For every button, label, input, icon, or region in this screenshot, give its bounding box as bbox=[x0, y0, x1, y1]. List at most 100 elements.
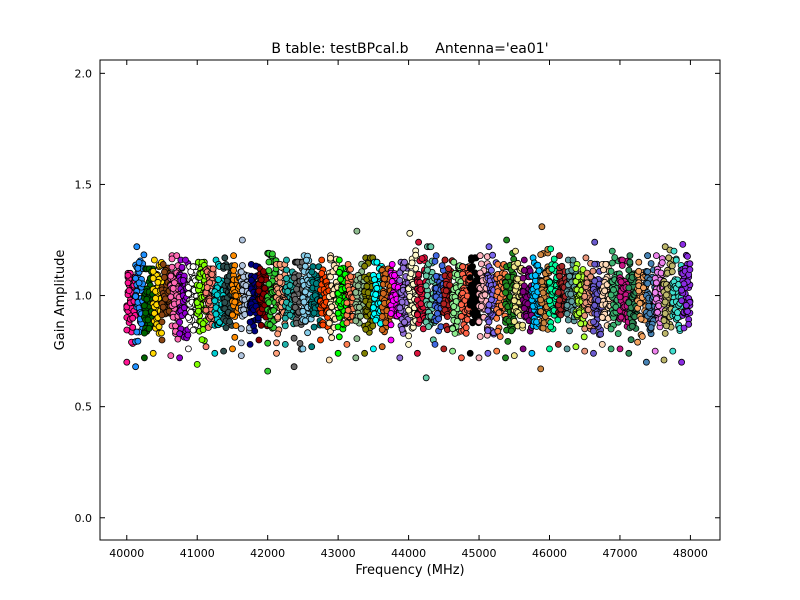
data-point bbox=[471, 312, 479, 320]
data-point bbox=[125, 287, 133, 295]
data-point bbox=[519, 274, 527, 282]
data-point bbox=[665, 254, 673, 262]
data-point bbox=[281, 322, 289, 330]
data-point bbox=[209, 265, 217, 273]
data-point bbox=[378, 326, 386, 334]
data-point bbox=[133, 328, 141, 336]
data-point bbox=[347, 265, 354, 273]
data-point bbox=[520, 266, 528, 274]
data-point bbox=[440, 300, 448, 308]
data-point bbox=[566, 327, 573, 335]
data-point bbox=[261, 284, 269, 292]
data-point bbox=[678, 297, 685, 305]
data-point bbox=[680, 324, 688, 332]
data-point bbox=[301, 288, 309, 296]
data-point bbox=[627, 336, 635, 344]
data-point bbox=[283, 256, 290, 264]
data-point bbox=[532, 272, 539, 279]
data-point bbox=[566, 272, 573, 280]
plot-frame bbox=[99, 59, 721, 541]
data-point bbox=[466, 264, 474, 272]
data-point bbox=[645, 302, 653, 310]
data-point bbox=[317, 336, 324, 344]
data-point bbox=[135, 279, 143, 287]
data-point bbox=[123, 326, 131, 334]
data-point bbox=[123, 358, 131, 366]
data-point bbox=[459, 263, 467, 271]
data-point bbox=[638, 333, 646, 340]
data-point bbox=[614, 330, 622, 338]
data-point bbox=[670, 247, 678, 255]
data-point bbox=[457, 312, 465, 320]
data-point bbox=[246, 318, 254, 326]
data-point bbox=[268, 250, 276, 258]
data-point bbox=[369, 304, 377, 312]
x-tick-label: 46000 bbox=[532, 547, 567, 560]
data-point bbox=[557, 311, 565, 319]
data-point bbox=[450, 303, 458, 310]
data-point bbox=[663, 291, 670, 299]
data-point bbox=[519, 345, 527, 353]
data-point bbox=[184, 331, 192, 339]
data-point bbox=[405, 306, 413, 314]
data-point bbox=[396, 354, 404, 362]
data-point bbox=[558, 262, 566, 270]
data-point bbox=[643, 358, 650, 366]
data-point bbox=[539, 289, 547, 297]
data-point bbox=[449, 347, 457, 355]
data-point bbox=[635, 267, 643, 275]
data-point bbox=[231, 298, 239, 306]
data-point bbox=[343, 299, 351, 307]
y-tick-label: 1.5 bbox=[75, 178, 93, 191]
data-point bbox=[418, 255, 426, 262]
data-point bbox=[401, 318, 408, 326]
data-point bbox=[625, 284, 633, 292]
x-axis-ticks: 40000 41000 42000 43000 44000 45000 46000 47000… bbox=[109, 60, 708, 560]
data-point bbox=[475, 318, 483, 326]
data-point bbox=[293, 285, 300, 293]
data-point bbox=[635, 258, 643, 266]
data-point bbox=[303, 256, 310, 264]
data-point bbox=[597, 330, 604, 338]
data-point bbox=[179, 276, 187, 284]
data-point bbox=[238, 262, 246, 269]
data-point bbox=[625, 266, 633, 274]
data-point bbox=[554, 340, 562, 348]
y-axis-ticks: 0.0 0.5 1.0 1.5 2.0 bbox=[75, 67, 720, 525]
data-point bbox=[563, 301, 571, 309]
data-point bbox=[617, 278, 625, 286]
data-point bbox=[158, 336, 166, 344]
data-point bbox=[485, 301, 493, 309]
data-point bbox=[661, 329, 669, 337]
data-point bbox=[413, 311, 421, 319]
data-point bbox=[202, 343, 210, 351]
data-point bbox=[510, 297, 518, 305]
data-point bbox=[660, 317, 668, 324]
data-point bbox=[270, 307, 278, 315]
data-point bbox=[475, 354, 483, 362]
data-point bbox=[310, 309, 318, 317]
data-point bbox=[481, 291, 489, 299]
data-point bbox=[548, 265, 556, 273]
data-point bbox=[220, 347, 228, 355]
chart-title: B table: testBPcal.b Antenna='ea01' bbox=[271, 41, 548, 57]
data-point bbox=[669, 347, 677, 355]
data-point bbox=[538, 223, 546, 231]
data-point bbox=[352, 317, 360, 325]
data-point bbox=[547, 323, 555, 331]
data-point bbox=[520, 256, 528, 264]
data-point bbox=[685, 320, 693, 328]
data-point bbox=[495, 309, 503, 317]
data-point bbox=[211, 297, 219, 305]
data-point bbox=[591, 277, 599, 285]
data-point bbox=[187, 308, 195, 316]
data-point bbox=[661, 298, 669, 306]
data-point bbox=[255, 287, 263, 295]
data-point bbox=[281, 314, 289, 322]
data-point bbox=[519, 321, 526, 329]
data-point bbox=[537, 308, 545, 315]
data-point bbox=[396, 269, 404, 277]
data-point bbox=[467, 256, 475, 264]
data-point bbox=[503, 236, 511, 244]
